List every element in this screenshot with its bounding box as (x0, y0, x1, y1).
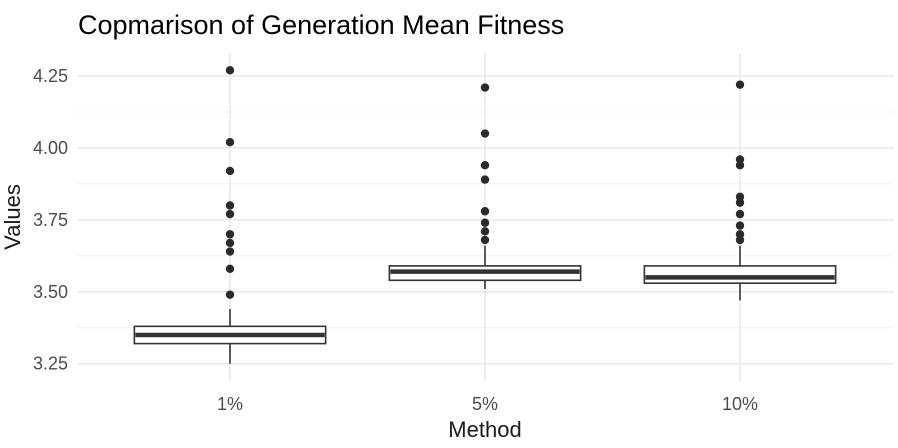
y-tick-label: 3.50 (33, 282, 68, 302)
outlier-point (735, 198, 745, 207)
boxplot-5pct (388, 83, 582, 289)
outlier-point (735, 192, 745, 202)
x-tick-label: 1% (217, 394, 243, 414)
outlier-point (735, 161, 745, 170)
outlier-point (225, 166, 235, 176)
outlier-point (480, 129, 490, 138)
outlier-point (480, 227, 490, 236)
x-axis-title: Method (448, 417, 521, 442)
outlier-point (225, 201, 235, 210)
outlier-point (480, 83, 490, 92)
outlier-point (735, 235, 745, 245)
x-tick-label: 10% (722, 394, 758, 414)
outlier-point (225, 230, 235, 239)
outlier-point (225, 247, 235, 256)
x-tick-label: 5% (472, 394, 498, 414)
outlier-point (225, 209, 235, 219)
outlier-point (735, 221, 745, 230)
outlier-point (480, 218, 490, 227)
outlier-point (735, 230, 745, 239)
outlier-point (735, 80, 745, 89)
y-tick-label: 3.25 (33, 354, 68, 374)
outlier-point (735, 155, 745, 164)
iqr-box (643, 265, 837, 284)
outlier-point (225, 290, 235, 299)
y-tick-label: 4.00 (33, 138, 68, 158)
outlier-point (735, 209, 745, 219)
y-tick-label: 4.25 (33, 66, 68, 86)
y-tick-label: 3.75 (33, 210, 68, 230)
chart-title: Copmarison of Generation Mean Fitness (78, 10, 565, 40)
outlier-point (480, 161, 490, 170)
outlier-point (225, 137, 235, 147)
outlier-point (480, 235, 490, 245)
outlier-point (225, 66, 235, 75)
outlier-point (480, 207, 490, 216)
boxplot-1pct (133, 66, 327, 364)
outlier-point (225, 264, 235, 273)
outlier-point (480, 175, 490, 184)
boxplot-10pct (643, 80, 837, 301)
y-axis-title: Values (0, 184, 25, 250)
outlier-point (225, 238, 235, 248)
